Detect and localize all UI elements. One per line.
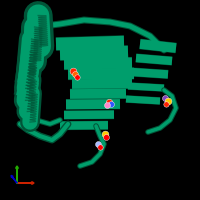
Point (75, 75, 79, 79)
Point (73, 72, 77, 76)
Point (163, 96, 167, 100)
Point (96, 142, 100, 146)
Point (105, 103, 109, 107)
Point (109, 102, 113, 106)
Point (166, 99, 170, 103)
Point (164, 102, 168, 106)
Point (98, 145, 102, 149)
FancyArrow shape (11, 175, 17, 183)
FancyArrow shape (17, 182, 34, 184)
Point (104, 135, 108, 139)
Point (107, 100, 111, 104)
Point (103, 132, 107, 136)
Point (71, 69, 75, 73)
FancyArrow shape (16, 166, 18, 183)
